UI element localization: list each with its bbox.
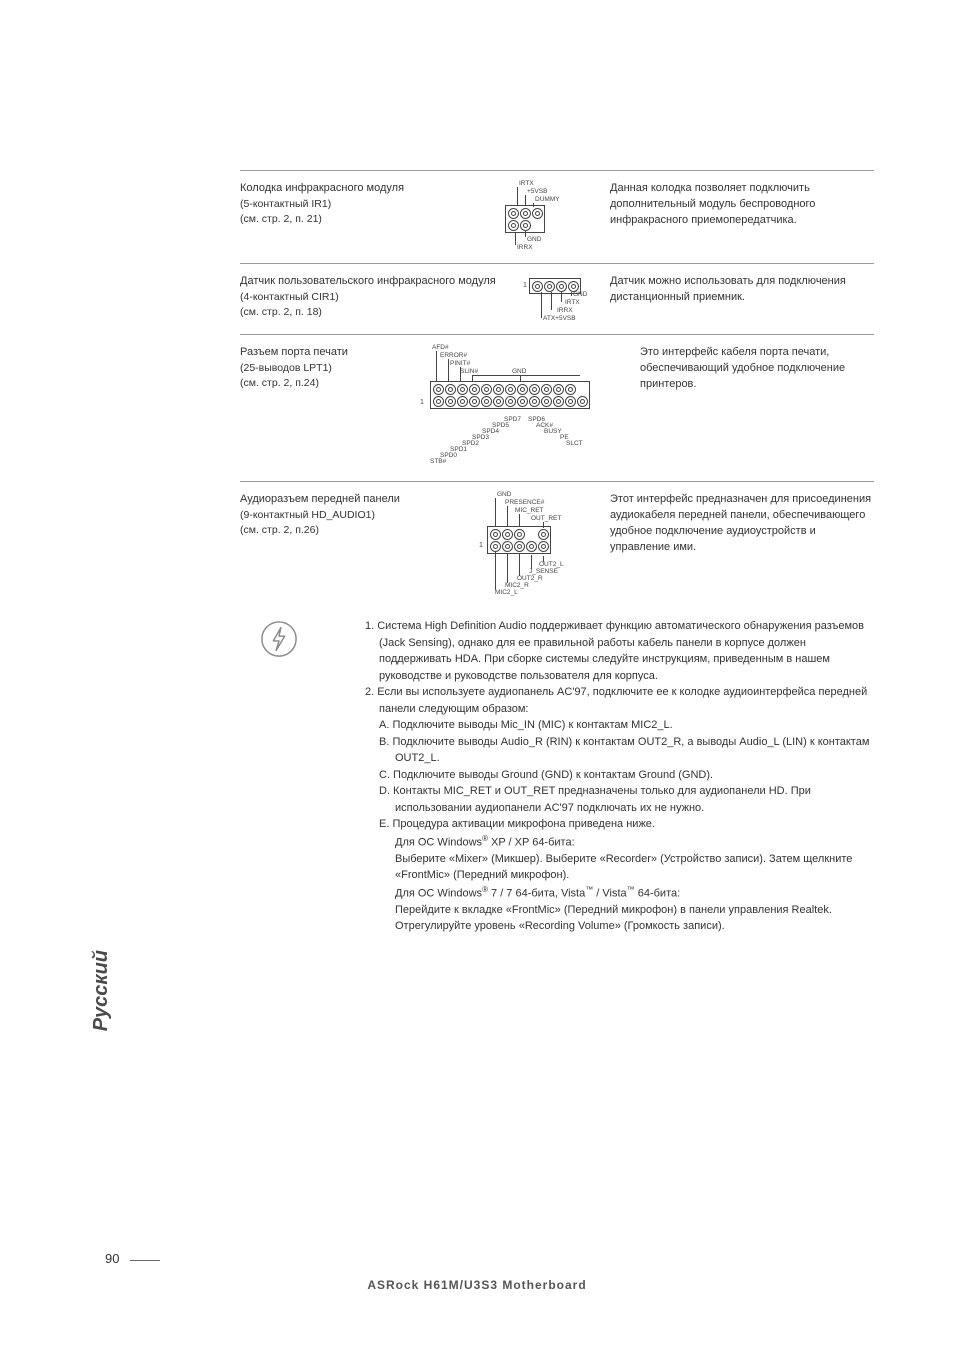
col-left-cir: Датчик пользовательского инфракрасного м… — [240, 274, 530, 322]
note-subA: A. Подключите выводы Mic_IN (MIC) к конт… — [379, 717, 874, 734]
note-subE5: Перейдите к вкладке «FrontMic» (Передний… — [395, 902, 874, 935]
col-left-audio: Аудиоразъем передней панели (9-контактны… — [240, 492, 440, 602]
diagram-audio: GND PRESENCE# MIC_RET OUT_RET 1 OUT2_L J… — [440, 492, 610, 602]
sub-ir: (5-контактный IR1) — [240, 197, 440, 212]
ref-audio: (см. стр. 2, п.26) — [240, 523, 440, 538]
ref-ir: (см. стр. 2, п. 21) — [240, 212, 440, 227]
lbl-outret: OUT_RET — [531, 516, 561, 523]
desc-ir: Данная колодка позволяет подключить допо… — [610, 181, 874, 251]
lbl-a-gnd: GND — [497, 492, 511, 499]
diagram-ir: IRTX +5VSB DUMMY GND IRRX — [440, 181, 610, 251]
sub-cir: (4-контактный CIR1) — [240, 290, 530, 305]
note-item1: 1. Система High Definition Audio поддерж… — [365, 618, 874, 684]
note-block: 1. Система High Definition Audio поддерж… — [240, 614, 874, 935]
note-subE4: Для ОС Windows® 7 / 7 64-бита, Vista™ / … — [395, 884, 874, 902]
lbl-gnd: GND — [527, 237, 541, 244]
note-subD: D. Контакты MIC_RET и OUT_RET предназнач… — [379, 783, 874, 816]
ref-lpt: (см. стр. 2, п.24) — [240, 376, 380, 391]
note-subE1: E. Процедура активации микрофона приведе… — [379, 816, 874, 833]
lbl-irtx: IRTX — [519, 181, 534, 188]
desc-cir: Датчик можно использовать для подключени… — [610, 274, 874, 322]
lbl-error: ERROR# — [440, 353, 467, 360]
lbl-cir-irtx: IRTX — [565, 300, 580, 307]
note-subE2: Для ОС Windows® XP / XP 64-бита: — [395, 833, 874, 851]
section-lpt: Разъем порта печати (25-выводов LPT1) (с… — [240, 334, 874, 481]
title-lpt: Разъем порта печати — [240, 345, 380, 361]
lbl-irrx: IRRX — [517, 245, 533, 252]
section-ir-module: Колодка инфракрасного модуля (5-контактн… — [240, 170, 874, 263]
note-text: 1. Система High Definition Audio поддерж… — [365, 618, 874, 935]
title-audio: Аудиоразъем передней панели — [240, 492, 440, 508]
lbl-afd: AFD# — [432, 345, 449, 352]
lbl-cir-atx: ATX+5VSB — [543, 316, 576, 323]
lbl-dummy: DUMMY — [535, 197, 560, 204]
note-subB: B. Подключите выводы Audio_R (RIN) к кон… — [379, 734, 874, 767]
ref-cir: (см. стр. 2, п. 18) — [240, 305, 530, 320]
title-cir: Датчик пользовательского инфракрасного м… — [240, 274, 530, 290]
diagram-lpt: AFD# ERROR# PINIT# SLIN# GND 1 SPD7 SPD6 — [380, 345, 640, 469]
sub-lpt: (25-выводов LPT1) — [240, 361, 380, 376]
lbl-cir-gnd: GND — [573, 292, 587, 299]
lightning-icon — [260, 620, 298, 658]
lbl-cir-irrx: IRRX — [557, 308, 573, 315]
note-subC: C. Подключите выводы Ground (GND) к конт… — [379, 767, 874, 784]
note-item2: 2. Если вы используете аудиопанель AC'97… — [365, 684, 874, 717]
section-cir: Датчик пользовательского инфракрасного м… — [240, 263, 874, 334]
lbl-5vsb: +5VSB — [527, 189, 547, 196]
lbl-mic2l: MIC2_L — [495, 590, 518, 597]
footer-text: ASRock H61M/U3S3 Motherboard — [0, 1278, 954, 1292]
lbl-presence: PRESENCE# — [505, 500, 544, 507]
note-subE3: Выберите «Mixer» (Микшер). Выберите «Rec… — [395, 851, 874, 884]
col-left-lpt: Разъем порта печати (25-выводов LPT1) (с… — [240, 345, 380, 469]
note-icon-col — [240, 618, 365, 935]
lbl-stb: STB# — [430, 459, 446, 466]
section-audio: Аудиоразъем передней панели (9-контактны… — [240, 481, 874, 614]
diagram-cir: 1 GND IRTX IRRX ATX+5VSB — [530, 274, 610, 322]
title-ir: Колодка инфракрасного модуля — [240, 181, 440, 197]
desc-lpt: Это интерфейс кабеля порта печати, обесп… — [640, 345, 874, 469]
sidebar-language-tab: Русский — [90, 950, 113, 1031]
lbl-slct: SLCT — [566, 441, 583, 448]
desc-audio: Этот интерфейс предназначен для присоеди… — [610, 492, 874, 602]
sub-audio: (9-контактный HD_AUDIO1) — [240, 508, 440, 523]
page-num-line — [130, 1260, 160, 1261]
page-number: 90 — [105, 1251, 119, 1266]
col-left: Колодка инфракрасного модуля (5-контактн… — [240, 181, 440, 251]
